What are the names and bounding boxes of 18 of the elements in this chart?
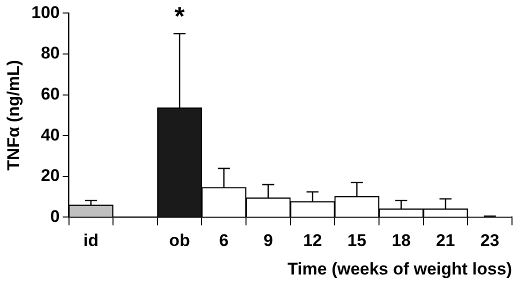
y-axis-title: TNFα (ng/mL): [4, 60, 23, 170]
x-tick-label: ob: [169, 231, 190, 250]
x-tick-label: 18: [392, 231, 411, 250]
annotation: *: [174, 0, 186, 31]
y-tick-label: 0: [50, 206, 60, 226]
x-tick-label: 15: [347, 231, 366, 250]
x-axis-title: Time (weeks of weight loss): [287, 259, 512, 278]
x-tick-label: 12: [303, 231, 322, 250]
y-tick-label: 100: [31, 2, 60, 22]
x-tick-label: 6: [219, 231, 229, 250]
x-tick-label: 23: [480, 231, 500, 250]
y-tick-label: 20: [40, 166, 60, 186]
x-tick-label: 21: [436, 231, 455, 250]
x-tick-label: id: [83, 231, 98, 250]
y-tick-label: 60: [40, 84, 60, 104]
x-tick-label: 9: [263, 231, 273, 250]
y-tick-label: 80: [40, 44, 60, 63]
y-tick-label: 40: [40, 125, 60, 144]
